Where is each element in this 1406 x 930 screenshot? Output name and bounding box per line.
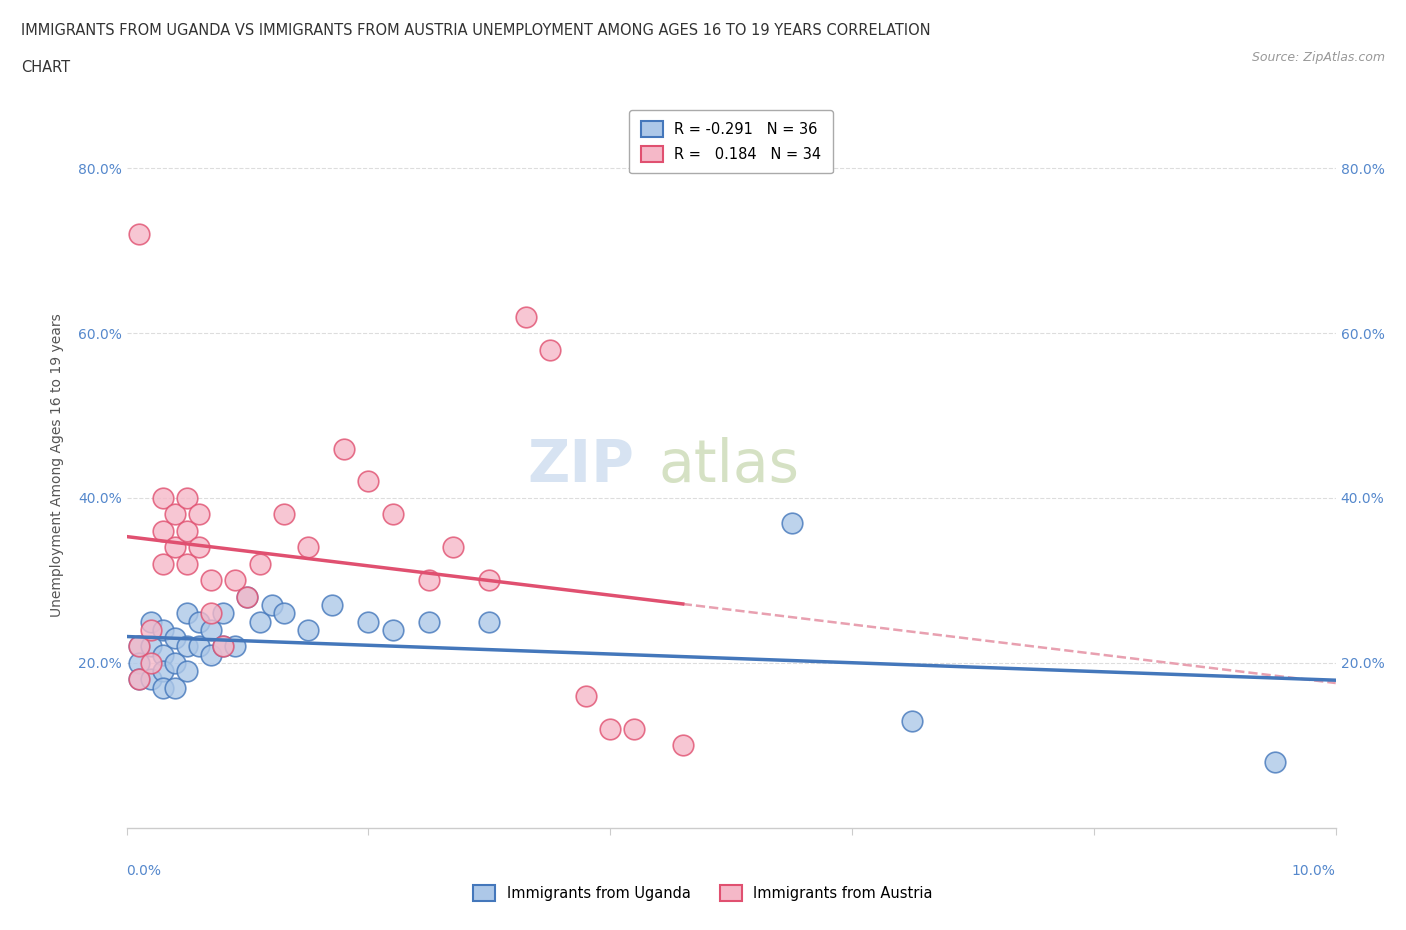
Point [224, 573, 246, 588]
Point [478, 614, 501, 629]
Point [152, 680, 174, 695]
Point [441, 540, 464, 555]
Text: atlas: atlas [658, 436, 800, 494]
Text: 10.0%: 10.0% [1292, 864, 1336, 878]
Point [333, 441, 356, 456]
Point [297, 622, 319, 637]
Point [381, 622, 404, 637]
Point [357, 614, 380, 629]
Point [176, 556, 198, 571]
Point [381, 507, 404, 522]
Point [418, 614, 440, 629]
Point [128, 639, 150, 654]
Point [901, 713, 924, 728]
Text: 0.0%: 0.0% [127, 864, 162, 878]
Text: ZIP: ZIP [527, 436, 634, 494]
Point [273, 606, 295, 621]
Point [672, 737, 695, 752]
Point [176, 606, 198, 621]
Point [163, 631, 186, 645]
Point [152, 622, 174, 637]
Point [515, 309, 537, 324]
Point [538, 342, 561, 357]
Point [128, 639, 150, 654]
Point [200, 606, 222, 621]
Point [418, 573, 440, 588]
Point [139, 622, 162, 637]
Point [236, 590, 259, 604]
Point [249, 614, 271, 629]
Point [188, 639, 211, 654]
Point [224, 639, 246, 654]
Point [478, 573, 501, 588]
Point [163, 656, 186, 671]
Text: IMMIGRANTS FROM UGANDA VS IMMIGRANTS FROM AUSTRIA UNEMPLOYMENT AMONG AGES 16 TO : IMMIGRANTS FROM UGANDA VS IMMIGRANTS FRO… [21, 23, 931, 38]
Point [163, 680, 186, 695]
Point [152, 524, 174, 538]
Point [200, 647, 222, 662]
Point [212, 639, 235, 654]
Point [128, 671, 150, 686]
Point [321, 598, 343, 613]
Point [623, 722, 645, 737]
Point [139, 671, 162, 686]
Point [176, 639, 198, 654]
Point [176, 664, 198, 679]
Point [780, 515, 803, 530]
Point [188, 614, 211, 629]
Point [139, 614, 162, 629]
Point [152, 664, 174, 679]
Text: CHART: CHART [21, 60, 70, 75]
Point [249, 556, 271, 571]
Point [236, 590, 259, 604]
Point [163, 540, 186, 555]
Point [260, 598, 283, 613]
Point [176, 524, 198, 538]
Point [297, 540, 319, 555]
Legend: R = -0.291   N = 36, R =   0.184   N = 34: R = -0.291 N = 36, R = 0.184 N = 34 [628, 110, 834, 174]
Point [152, 556, 174, 571]
Point [575, 688, 598, 703]
Point [139, 656, 162, 671]
Point [1264, 754, 1286, 769]
Point [128, 656, 150, 671]
Point [152, 647, 174, 662]
Point [200, 573, 222, 588]
Y-axis label: Unemployment Among Ages 16 to 19 years: Unemployment Among Ages 16 to 19 years [51, 313, 63, 617]
Point [357, 474, 380, 489]
Point [599, 722, 621, 737]
Point [128, 671, 150, 686]
Point [152, 490, 174, 505]
Point [200, 622, 222, 637]
Point [176, 490, 198, 505]
Point [139, 639, 162, 654]
Legend: Immigrants from Uganda, Immigrants from Austria: Immigrants from Uganda, Immigrants from … [467, 879, 939, 907]
Point [212, 606, 235, 621]
Point [188, 507, 211, 522]
Text: Source: ZipAtlas.com: Source: ZipAtlas.com [1251, 51, 1385, 64]
Point [163, 507, 186, 522]
Point [128, 227, 150, 242]
Point [188, 540, 211, 555]
Point [273, 507, 295, 522]
Point [212, 639, 235, 654]
